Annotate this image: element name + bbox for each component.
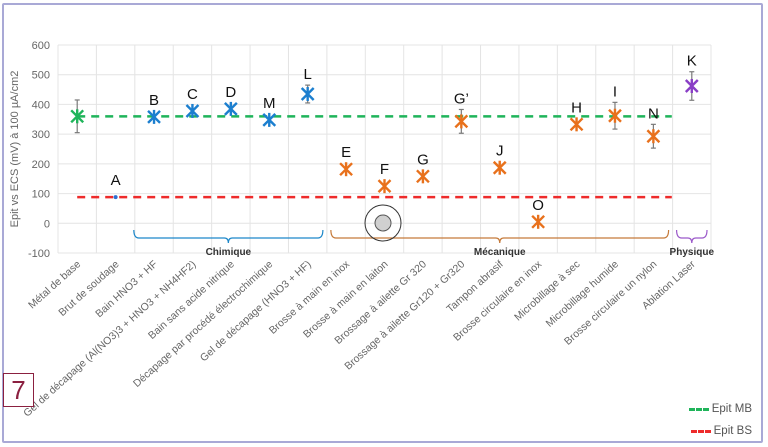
data-point bbox=[684, 79, 699, 94]
data-point bbox=[646, 129, 661, 144]
y-tick-label: 300 bbox=[32, 129, 50, 141]
point-label: I bbox=[613, 83, 617, 100]
y-tick-label: 200 bbox=[32, 159, 50, 171]
y-tick-label: -100 bbox=[28, 248, 50, 260]
y-tick-label: 100 bbox=[32, 189, 50, 201]
x-tick-label: Microbillage humide bbox=[544, 258, 622, 330]
group-bracket-mecanique bbox=[330, 229, 670, 244]
y-tick-label: 600 bbox=[32, 40, 50, 52]
data-point bbox=[262, 112, 277, 127]
point-label: B bbox=[149, 92, 159, 109]
y-axis-label: Epit vs ECS (mV) à 100 µA/cm2 bbox=[9, 71, 21, 228]
cursor-ring bbox=[364, 204, 402, 242]
data-point bbox=[147, 109, 161, 124]
data-point bbox=[113, 195, 118, 200]
point-label: E bbox=[341, 144, 351, 161]
data-point bbox=[224, 101, 238, 116]
legend-label-epit-bs: Epit BS bbox=[713, 425, 752, 437]
legend-label-epit-mb: Epit MB bbox=[711, 403, 752, 415]
group-bracket-chimique bbox=[133, 229, 324, 244]
point-label: D bbox=[225, 84, 236, 101]
data-point bbox=[300, 87, 315, 102]
point-label: K bbox=[687, 53, 697, 70]
legend-swatch-epit-bs bbox=[690, 429, 711, 433]
group-label-chimique: Chimique bbox=[206, 247, 252, 258]
data-point bbox=[70, 109, 85, 124]
data-point bbox=[492, 160, 507, 175]
point-label: L bbox=[304, 66, 312, 83]
data-point bbox=[339, 162, 353, 177]
legend-swatch-epit-mb bbox=[688, 407, 709, 411]
x-tick-label: Décapage par procédé électrochimique bbox=[131, 258, 275, 390]
cursor-dot bbox=[374, 214, 392, 232]
point-label: G bbox=[417, 151, 429, 168]
data-point bbox=[454, 114, 469, 129]
point-label: G’ bbox=[454, 90, 469, 107]
point-label: F bbox=[380, 161, 389, 178]
data-point bbox=[608, 108, 622, 123]
point-label: C bbox=[187, 86, 198, 103]
point-label: O bbox=[532, 197, 544, 214]
data-point bbox=[531, 214, 545, 229]
legend-item-epit-bs: Epit BS bbox=[689, 420, 752, 442]
data-point bbox=[185, 103, 200, 118]
y-tick-label: 0 bbox=[44, 218, 50, 230]
point-label: A bbox=[111, 172, 121, 189]
point-label: N bbox=[648, 105, 659, 122]
legend: Epit MB Epit BS bbox=[688, 398, 752, 442]
x-tick-label: Microbillage à sec bbox=[512, 258, 582, 323]
group-label-physique: Physique bbox=[670, 247, 715, 258]
data-point bbox=[377, 179, 392, 194]
point-label: M bbox=[263, 95, 276, 112]
point-label: J bbox=[496, 143, 504, 160]
data-point bbox=[569, 117, 584, 132]
legend-item-epit-mb: Epit MB bbox=[688, 398, 752, 420]
page-number-badge: 7 bbox=[3, 373, 34, 407]
y-tick-label: 500 bbox=[32, 70, 50, 82]
group-label-mecanique: Mécanique bbox=[474, 247, 526, 258]
group-bracket-physique bbox=[675, 229, 708, 244]
y-tick-label: 400 bbox=[32, 99, 50, 111]
point-label: H bbox=[571, 99, 582, 116]
data-point bbox=[416, 169, 430, 184]
